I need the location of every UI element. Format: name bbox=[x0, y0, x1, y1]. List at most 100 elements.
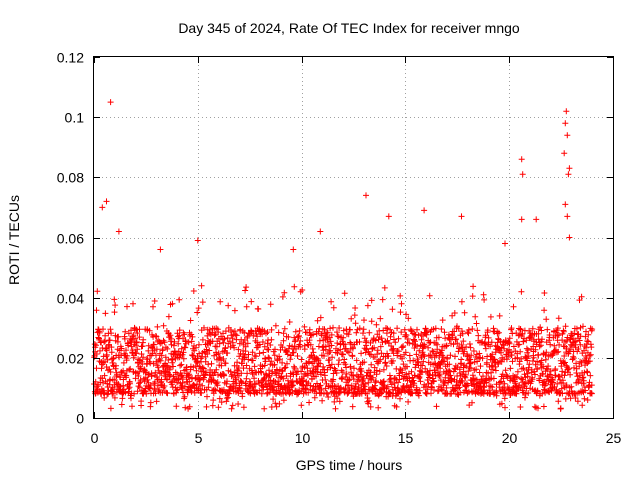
data-point bbox=[146, 327, 153, 334]
data-point bbox=[385, 213, 392, 220]
data-point bbox=[327, 338, 334, 345]
data-point bbox=[238, 370, 245, 377]
data-point bbox=[546, 332, 553, 338]
data-point bbox=[275, 370, 282, 377]
data-point bbox=[353, 357, 360, 364]
data-point bbox=[150, 303, 156, 310]
data-point bbox=[104, 391, 111, 398]
data-point bbox=[398, 300, 405, 307]
data-point bbox=[291, 365, 298, 372]
data-point bbox=[348, 372, 355, 378]
data-point bbox=[164, 390, 171, 397]
data-point bbox=[395, 379, 402, 386]
data-point bbox=[462, 371, 469, 378]
data-point bbox=[161, 339, 168, 346]
data-point bbox=[377, 356, 384, 363]
data-point bbox=[108, 330, 115, 337]
data-point bbox=[570, 353, 577, 360]
data-point bbox=[565, 365, 572, 372]
data-point bbox=[153, 352, 159, 359]
data-point bbox=[383, 325, 389, 331]
data-point bbox=[538, 327, 545, 334]
data-point bbox=[130, 332, 137, 339]
data-point bbox=[103, 198, 110, 205]
x-tick-label: 10 bbox=[295, 430, 311, 446]
data-point bbox=[455, 325, 462, 332]
data-point bbox=[261, 405, 268, 412]
data-point bbox=[578, 293, 585, 300]
data-point bbox=[177, 362, 184, 369]
data-point bbox=[244, 370, 251, 377]
data-point bbox=[410, 377, 417, 384]
data-point bbox=[161, 383, 168, 389]
data-point bbox=[583, 328, 589, 335]
data-point bbox=[395, 335, 402, 342]
data-point bbox=[510, 303, 517, 310]
data-point bbox=[103, 351, 110, 358]
data-point bbox=[451, 310, 458, 316]
data-point bbox=[427, 339, 434, 346]
data-point bbox=[200, 365, 207, 372]
data-point bbox=[181, 331, 188, 338]
data-point bbox=[347, 326, 353, 333]
data-point bbox=[175, 348, 182, 355]
data-point bbox=[585, 331, 592, 338]
data-point bbox=[373, 378, 379, 384]
data-point bbox=[123, 372, 130, 379]
data-point bbox=[256, 387, 263, 394]
data-point bbox=[255, 306, 262, 312]
data-point bbox=[279, 344, 286, 351]
data-point bbox=[514, 368, 521, 375]
data-point bbox=[381, 284, 388, 291]
data-point bbox=[188, 338, 195, 345]
data-point bbox=[418, 368, 425, 375]
data-point bbox=[364, 302, 371, 309]
data-point bbox=[377, 343, 384, 350]
data-point bbox=[271, 352, 278, 359]
data-point bbox=[504, 373, 511, 380]
data-point bbox=[408, 368, 415, 375]
data-point bbox=[265, 354, 272, 361]
data-point bbox=[190, 288, 197, 294]
data-point bbox=[348, 315, 355, 322]
data-point bbox=[192, 363, 199, 369]
data-point bbox=[502, 404, 508, 411]
y-tick-label: 0.04 bbox=[57, 291, 84, 307]
data-point bbox=[391, 384, 398, 391]
data-point bbox=[459, 378, 466, 385]
data-point bbox=[108, 387, 115, 394]
data-point bbox=[160, 322, 167, 329]
data-point bbox=[363, 192, 369, 199]
data-point bbox=[282, 364, 289, 371]
data-point bbox=[111, 394, 118, 401]
data-point bbox=[414, 343, 421, 350]
data-point bbox=[542, 356, 549, 363]
data-point bbox=[476, 350, 483, 357]
data-point bbox=[141, 378, 148, 385]
x-tick-label: 0 bbox=[91, 430, 99, 446]
data-point bbox=[132, 335, 139, 342]
data-point bbox=[544, 326, 551, 333]
y-tick-label: 0.12 bbox=[57, 50, 84, 66]
data-point bbox=[201, 324, 207, 331]
data-point bbox=[460, 338, 467, 345]
data-point bbox=[387, 326, 394, 333]
data-point bbox=[366, 329, 373, 336]
y-axis-label: ROTI / TECUs bbox=[6, 195, 22, 285]
data-point bbox=[414, 356, 421, 363]
data-point bbox=[170, 342, 177, 349]
data-point bbox=[122, 328, 129, 335]
data-point bbox=[555, 398, 562, 405]
data-point bbox=[222, 328, 229, 335]
data-point bbox=[253, 353, 259, 360]
data-point bbox=[238, 379, 245, 386]
data-point bbox=[106, 366, 113, 373]
data-point bbox=[178, 361, 185, 368]
data-point bbox=[387, 375, 394, 382]
data-point bbox=[476, 369, 483, 376]
data-point bbox=[272, 322, 279, 329]
data-point bbox=[482, 332, 489, 339]
data-point bbox=[180, 349, 187, 356]
data-point bbox=[316, 337, 323, 344]
data-point bbox=[186, 403, 193, 410]
